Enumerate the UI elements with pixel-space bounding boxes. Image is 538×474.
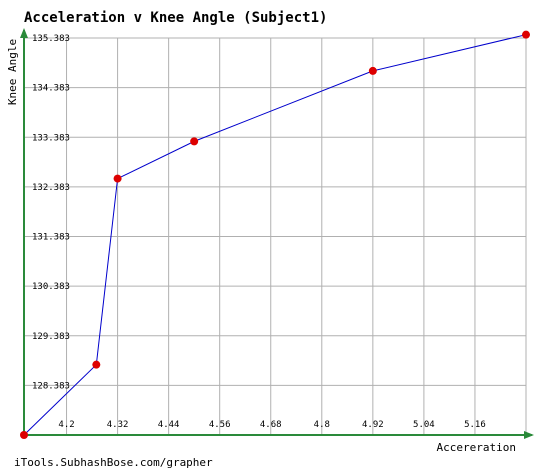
y-tick-label: 134.383 (32, 84, 70, 94)
x-tick-label: 4.92 (362, 420, 384, 430)
axes (20, 28, 534, 439)
x-tick-label: 4.56 (209, 420, 231, 430)
x-tick-label: 4.2 (58, 420, 74, 430)
x-tick-label: 4.68 (260, 420, 282, 430)
y-axis-label: Knee Angle (6, 39, 19, 105)
x-axis-label: Accereration (437, 441, 516, 454)
y-tick-label: 132.383 (32, 183, 70, 193)
y-axis-arrow (20, 28, 28, 38)
grid (24, 37, 527, 435)
data-point (20, 431, 28, 439)
y-tick-label: 129.383 (32, 332, 70, 342)
y-tick-label: 135.383 (32, 34, 70, 44)
tick-labels: 4.2 4.32 4.44 4.56 4.68 4.8 4.92 5.04 5.16 128.38… (32, 34, 486, 430)
data-point (113, 174, 122, 183)
data-point (190, 137, 199, 146)
data-point (522, 30, 530, 39)
series (20, 30, 530, 439)
series-line (23, 34, 527, 436)
x-tick-label: 4.8 (314, 420, 330, 430)
x-tick-label: 5.04 (413, 420, 435, 430)
x-tick-label: 4.44 (158, 420, 180, 430)
y-tick-label: 130.383 (32, 282, 70, 292)
x-axis-arrow (524, 431, 534, 439)
y-tick-label: 133.383 (32, 133, 70, 143)
footer-credit: iTools.SubhashBose.com/grapher (14, 456, 213, 469)
y-tick-label: 131.383 (32, 233, 70, 243)
chart-title: Acceleration v Knee Angle (Subject1) (24, 10, 327, 26)
data-point (368, 66, 377, 75)
x-tick-label: 5.16 (464, 420, 486, 430)
data-point (92, 360, 101, 369)
x-tick-label: 4.32 (107, 420, 129, 430)
y-tick-label: 128.383 (32, 381, 70, 391)
